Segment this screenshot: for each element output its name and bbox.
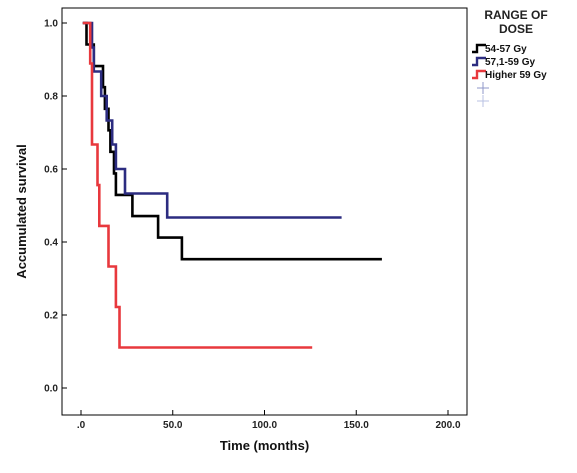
legend-censor-mark-2 — [477, 95, 489, 107]
legend-swatch-3 — [472, 69, 486, 80]
x-axis-title: Time (months) — [220, 438, 309, 453]
y-tick-label: 0.8 — [44, 92, 58, 103]
y-axis-title: Accumulated survival — [14, 144, 29, 278]
legend: RANGE OF DOSE 54-57 Gy 57,1-59 Gy Higher 5… — [472, 8, 548, 107]
series-line-3 — [82, 21, 313, 349]
legend-label-1: 54-57 Gy — [485, 44, 527, 55]
legend-title-line1: RANGE OF — [484, 8, 547, 22]
axes: .0 50.0 100.0 150.0 200.0 0.0 0.2 0.4 0.6 0.8 1.0 — [44, 19, 461, 432]
legend-swatch-1 — [472, 43, 486, 54]
x-tick-label: 150.0 — [344, 420, 369, 431]
y-tick-label: 0.4 — [44, 238, 58, 249]
series-line-2 — [82, 21, 342, 219]
x-tick-label: 100.0 — [252, 420, 277, 431]
series-lines — [82, 21, 382, 349]
x-tick-label: .0 — [77, 420, 86, 431]
y-tick-label: 1.0 — [44, 19, 58, 30]
y-tick-label: 0.2 — [44, 311, 58, 322]
legend-censor-mark-1 — [477, 82, 489, 94]
x-tick-label: 200.0 — [435, 420, 460, 431]
y-tick-label: 0.6 — [44, 165, 58, 176]
legend-swatch-2 — [472, 56, 486, 67]
legend-title-line2: DOSE — [499, 22, 533, 36]
x-tick-label: 50.0 — [163, 420, 183, 431]
legend-label-2: 57,1-59 Gy — [485, 57, 535, 68]
legend-label-3: Higher 59 Gy — [485, 70, 547, 81]
y-tick-label: 0.0 — [44, 384, 58, 395]
